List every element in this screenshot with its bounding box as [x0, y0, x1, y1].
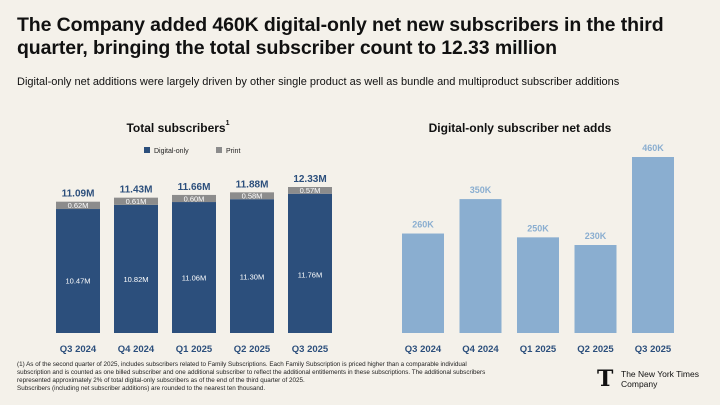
logo-line: Company — [621, 379, 658, 389]
page-subtitle: Digital-only net additions were largely … — [17, 76, 620, 88]
page-title: The Company added 460K digital-only net … — [17, 14, 664, 59]
digital-value-label: 11.30M — [240, 273, 264, 282]
total-value-label: 11.88M — [236, 179, 269, 190]
total-value-label: 12.33M — [293, 174, 326, 185]
company-logo: T The New York Times Company — [597, 367, 712, 393]
legend-label-digital: Digital-only — [154, 148, 189, 155]
legend-label-print: Print — [226, 148, 240, 155]
total-subscribers-title: Total subscribers1 — [78, 120, 278, 135]
bar-net-adds — [402, 233, 444, 333]
print-value-label: 0.61M — [126, 197, 147, 206]
digital-value-label: 10.47M — [65, 276, 90, 285]
nyt-t-logo-icon: T — [597, 366, 614, 392]
x-tick-label: Q2 2025 — [577, 344, 614, 355]
legend-swatch-digital — [144, 147, 150, 153]
total-value-label: 11.66M — [178, 182, 211, 193]
digital-value-label: 10.82M — [123, 275, 148, 284]
bar-digital-only — [172, 202, 216, 333]
footnote-line: (1) As of the second quarter of 2025, in… — [17, 361, 467, 368]
x-tick-label: Q4 2024 — [462, 344, 499, 355]
bar-digital-only — [114, 204, 158, 333]
net-adds-value-label: 230K — [585, 231, 607, 241]
print-value-label: 0.58M — [242, 192, 263, 201]
bar-net-adds — [632, 157, 674, 333]
x-tick-label: Q1 2025 — [520, 344, 557, 355]
bar-digital-only — [56, 209, 100, 333]
x-tick-label: Q3 2025 — [635, 344, 672, 355]
footnote-ref: 1 — [225, 120, 230, 127]
net-adds-value-label: 350K — [470, 185, 492, 195]
total-value-label: 11.43M — [120, 185, 153, 196]
logo-line: The New York Times — [621, 369, 699, 379]
bar-digital-only — [230, 199, 274, 333]
net-adds-title: Digital-only subscriber net adds — [428, 121, 612, 135]
x-tick-label: Q3 2024 — [60, 344, 97, 355]
x-tick-label: Q3 2025 — [292, 344, 329, 355]
bar-print — [230, 192, 274, 200]
bar-print — [288, 187, 332, 194]
x-tick-label: Q1 2025 — [176, 344, 213, 355]
bar-print — [114, 197, 158, 205]
footnote-line: represented approximately 2% of total di… — [17, 377, 305, 385]
footnote: (1) As of the second quarter of 2025, in… — [17, 361, 577, 393]
x-tick-label: Q2 2025 — [234, 344, 271, 355]
total-value-label: 11.09M — [62, 189, 95, 200]
net-adds-value-label: 460K — [642, 143, 664, 153]
logo-text: The New York Times Company — [621, 369, 699, 389]
bar-print — [56, 201, 100, 210]
net-adds-value-label: 250K — [527, 223, 549, 233]
print-value-label: 0.60M — [184, 194, 205, 203]
print-value-label: 0.57M — [300, 186, 321, 195]
total-subscribers-title-text: Total subscribers — [126, 121, 226, 135]
bar-net-adds — [459, 199, 502, 333]
bar-net-adds — [574, 245, 617, 333]
bar-digital-only — [288, 193, 332, 333]
bar-print — [172, 194, 216, 203]
x-tick-label: Q4 2024 — [118, 344, 155, 355]
digital-value-label: 11.76M — [298, 270, 322, 279]
net-adds-value-label: 260K — [412, 220, 434, 230]
footnote-line: Subscribers (including net subscriber ad… — [17, 385, 266, 393]
footnote-line: subscription and is counted as one bille… — [17, 369, 486, 377]
bar-net-adds — [517, 237, 559, 333]
legend-swatch-print — [216, 147, 222, 153]
print-value-label: 0.62M — [68, 201, 89, 210]
digital-value-label: 11.06M — [182, 274, 206, 283]
x-tick-label: Q3 2024 — [405, 344, 442, 355]
